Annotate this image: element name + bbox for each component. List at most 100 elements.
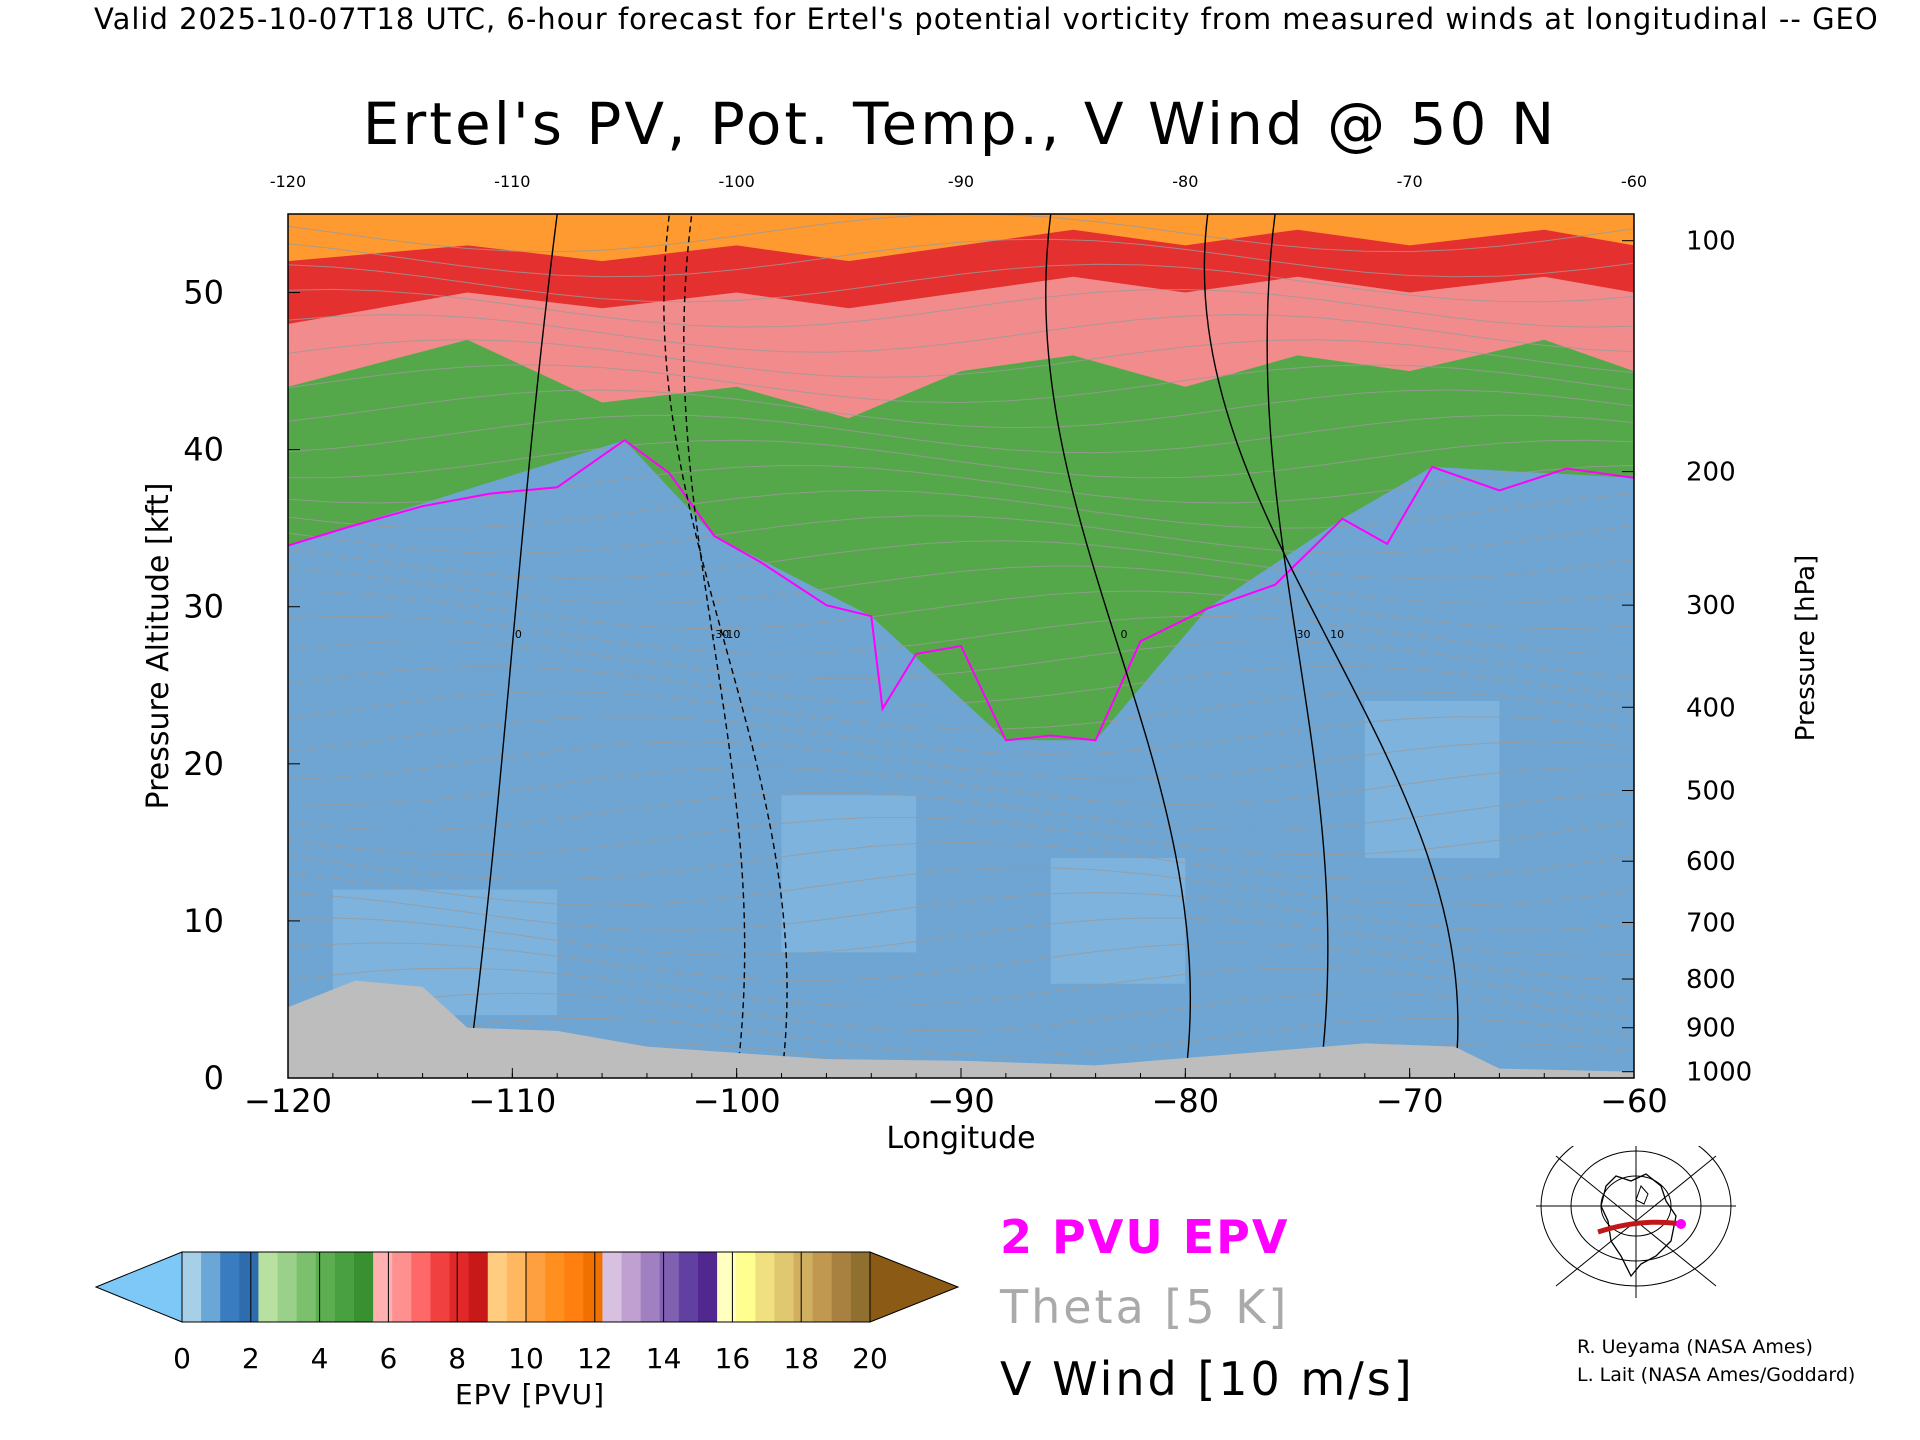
theta-contour bbox=[288, 339, 1634, 378]
plot-area bbox=[288, 214, 1634, 1078]
pressure-tick-label: 300 bbox=[1686, 591, 1736, 621]
colorbar-swatch bbox=[602, 1252, 623, 1322]
theta-contour bbox=[288, 992, 1634, 1032]
x-tick-label: −120 bbox=[244, 1082, 332, 1120]
y-axis-title: Pressure Altitude [kft] bbox=[141, 483, 176, 810]
pressure-tick-label: 600 bbox=[1686, 847, 1736, 877]
theta-contour bbox=[288, 439, 1634, 479]
top-tick-label: -70 bbox=[1397, 172, 1423, 191]
pressure-tick-label: 400 bbox=[1686, 693, 1736, 723]
colorbar-tick-label: 10 bbox=[508, 1342, 544, 1375]
v-wind-contour bbox=[1045, 214, 1191, 1078]
colorbar-tick-label: 8 bbox=[448, 1342, 466, 1375]
top-tick-label: -60 bbox=[1621, 172, 1647, 191]
theta-contour bbox=[288, 565, 1634, 605]
theta-contour bbox=[288, 741, 1634, 780]
colorbar-tick-label: 4 bbox=[311, 1342, 329, 1375]
x-tick-label: −70 bbox=[1376, 1082, 1444, 1120]
v-wind-contour-label: 30 bbox=[1297, 628, 1311, 641]
colorbar-swatch bbox=[678, 1252, 699, 1322]
colorbar-tick-label: 2 bbox=[242, 1342, 260, 1375]
v-wind-contour bbox=[466, 214, 558, 1078]
x-tick-label: −100 bbox=[693, 1082, 781, 1120]
theta-contour bbox=[288, 942, 1634, 981]
pv-patch-light bbox=[1050, 858, 1186, 984]
v-wind-contour bbox=[1203, 214, 1459, 1078]
pressure-tick-label: 900 bbox=[1686, 1014, 1736, 1044]
top-tick-label: -100 bbox=[719, 172, 755, 191]
v-wind-contour-label: -30 bbox=[711, 628, 729, 641]
colorbar-swatch bbox=[793, 1252, 814, 1322]
colorbar-swatch bbox=[698, 1252, 718, 1322]
colorbar-swatch bbox=[430, 1252, 451, 1322]
theta-contour bbox=[288, 766, 1634, 806]
colorbar-over-arrow bbox=[869, 1251, 960, 1323]
y-tick-label: 0 bbox=[204, 1059, 224, 1097]
x-tick-label: −110 bbox=[468, 1082, 556, 1120]
y-axis-title-right: Pressure [hPa] bbox=[1791, 555, 1821, 742]
colorbar-swatch bbox=[774, 1252, 795, 1322]
colorbar-swatch bbox=[277, 1252, 298, 1322]
colorbar-swatch bbox=[392, 1252, 412, 1322]
inset-map-image bbox=[1536, 1146, 1736, 1298]
colorbar-under-arrow bbox=[94, 1251, 183, 1323]
colorbar-swatch bbox=[354, 1252, 374, 1322]
pv-patch-light bbox=[1364, 700, 1500, 859]
theta-contour bbox=[288, 489, 1634, 529]
topography bbox=[288, 980, 1634, 1078]
v-wind-contour bbox=[683, 214, 746, 1078]
legend-v-wind: V Wind [10 m/s] bbox=[1000, 1352, 1415, 1406]
y-tick-label: 10 bbox=[183, 902, 224, 940]
y-tick-label: 50 bbox=[183, 274, 224, 312]
v-wind-contour-label: -10 bbox=[722, 628, 740, 641]
theta-contour bbox=[288, 314, 1634, 353]
x-axis-title: Longitude bbox=[886, 1121, 1035, 1156]
colorbar-swatch bbox=[717, 1252, 737, 1322]
colorbar-tick-label: 6 bbox=[379, 1342, 397, 1375]
theta-contour bbox=[288, 464, 1634, 504]
theta-contour bbox=[288, 791, 1634, 831]
theta-contour bbox=[288, 716, 1634, 755]
theta-contour bbox=[288, 288, 1634, 328]
colorbar-swatch bbox=[334, 1252, 355, 1322]
colorbar-label: EPV [PVU] bbox=[454, 1378, 605, 1411]
colorbar-swatch bbox=[449, 1252, 470, 1322]
v-wind-contour bbox=[1266, 214, 1329, 1078]
pressure-tick-label: 700 bbox=[1686, 908, 1736, 938]
theta-contour bbox=[288, 515, 1634, 554]
theta-contour bbox=[288, 389, 1634, 429]
top-tick-label: -120 bbox=[270, 172, 306, 191]
v-wind-contour-label: 0 bbox=[515, 628, 522, 641]
colorbar-swatch bbox=[583, 1252, 604, 1322]
theta-contour bbox=[288, 666, 1634, 705]
theta-contour bbox=[288, 1017, 1634, 1057]
theta-contour bbox=[288, 817, 1634, 856]
pressure-tick-label: 500 bbox=[1686, 777, 1736, 807]
v-wind-contour bbox=[663, 214, 788, 1078]
colorbar-tick-label: 18 bbox=[783, 1342, 819, 1375]
y-tick-label: 40 bbox=[183, 431, 224, 469]
theta-contour bbox=[288, 238, 1634, 278]
top-tick-label: -90 bbox=[948, 172, 974, 191]
theta-contour bbox=[288, 892, 1634, 931]
theta-contour bbox=[288, 540, 1634, 579]
colorbar-swatch bbox=[411, 1252, 432, 1322]
colorbar-swatch bbox=[526, 1252, 546, 1322]
colorbar-swatch bbox=[258, 1252, 279, 1322]
colorbar-swatch bbox=[487, 1252, 508, 1322]
colorbar-swatch bbox=[831, 1252, 852, 1322]
colorbar-swatch bbox=[182, 1252, 202, 1322]
colorbar-swatch bbox=[564, 1252, 584, 1322]
pressure-tick-label: 200 bbox=[1686, 458, 1736, 488]
theta-contour bbox=[288, 841, 1634, 881]
y-tick-label: 20 bbox=[183, 745, 224, 783]
top-tick-label: -80 bbox=[1172, 172, 1198, 191]
colorbar-tick-label: 12 bbox=[577, 1342, 613, 1375]
v-wind-contour-label: 0 bbox=[1121, 628, 1128, 641]
valid-time-header: Valid 2025-10-07T18 UTC, 6-hour forecast… bbox=[94, 2, 1879, 36]
colorbar-swatch bbox=[850, 1252, 871, 1322]
colorbar-swatch bbox=[659, 1252, 680, 1322]
theta-contour bbox=[288, 590, 1634, 630]
pressure-tick-label: 800 bbox=[1686, 965, 1736, 995]
